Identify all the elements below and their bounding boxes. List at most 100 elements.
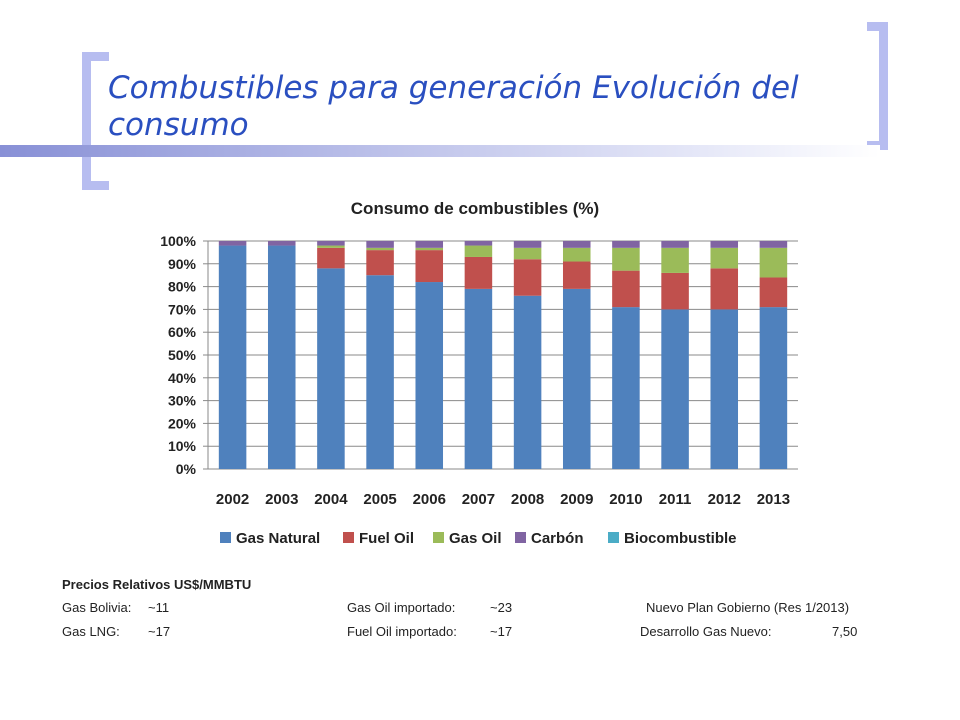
legend-swatch	[433, 532, 444, 543]
bar-segment	[612, 270, 640, 308]
x-tick-label: 2007	[462, 491, 495, 508]
bar-segment	[661, 247, 689, 273]
legend-label: Gas Natural	[236, 530, 320, 547]
plan-label: Nuevo Plan Gobierno (Res 1/2013)	[646, 600, 850, 615]
x-tick-label: 2005	[363, 491, 396, 508]
bar-segment	[513, 241, 542, 248]
bar-segment	[464, 288, 493, 469]
bar-segment	[513, 295, 542, 469]
bar-segment	[710, 247, 739, 269]
x-tick-label: 2003	[265, 491, 298, 508]
gas-bolivia-label: Gas Bolivia:	[62, 600, 132, 615]
x-tick-label: 2012	[708, 491, 741, 508]
bar-segment	[366, 241, 394, 248]
legend-label: Biocombustible	[624, 530, 737, 547]
y-tick-label: 10%	[168, 438, 197, 454]
bar-segment	[710, 268, 739, 310]
chart-bars	[218, 241, 788, 469]
bar-segment	[267, 241, 296, 246]
bar-segment	[415, 247, 444, 251]
y-tick-label: 40%	[168, 370, 197, 386]
y-tick-label: 100%	[160, 233, 196, 249]
slide-title: Combustibles para generación Evolución d…	[108, 70, 799, 143]
legend-label: Fuel Oil	[359, 530, 414, 547]
gas-lng-label: Gas LNG:	[62, 624, 120, 639]
title-underline-gradient	[0, 145, 880, 157]
x-tick-label: 2010	[609, 491, 642, 508]
bar-segment	[661, 309, 689, 469]
fuel-oil-value: ~17	[490, 624, 513, 639]
legend-swatch	[608, 532, 619, 543]
legend-swatch	[343, 532, 354, 543]
bar-segment	[562, 241, 591, 248]
y-tick-label: 20%	[168, 415, 197, 431]
bar-segment	[464, 256, 493, 289]
chart-grid	[208, 240, 798, 470]
bar-segment	[366, 247, 394, 251]
y-axis: 0% 10% 20% 30% 40% 50% 60% 70% 80% 90% 100%	[160, 233, 209, 477]
x-tick-label: 2002	[216, 491, 249, 508]
bar-segment	[267, 245, 296, 469]
desarrollo-label: Desarrollo Gas Nuevo:	[640, 624, 772, 639]
y-tick-label: 30%	[168, 393, 197, 409]
bar-segment	[218, 245, 247, 469]
left-bracket-decoration	[82, 52, 109, 190]
y-tick-label: 90%	[168, 256, 197, 272]
gas-oil-value: ~23	[490, 600, 513, 615]
x-tick-label: 2006	[413, 491, 446, 508]
bar-segment	[464, 245, 493, 257]
x-axis: 2002 2003 2004 2005 2006 2007 2008 2009 2010 2011…	[216, 491, 790, 508]
legend-swatch	[220, 532, 231, 543]
prices-heading: Precios Relativos US$/MMBTU	[62, 577, 252, 592]
bar-segment	[218, 241, 247, 246]
bar-segment	[415, 241, 444, 248]
chart-title: Consumo de combustibles (%)	[351, 199, 599, 218]
bar-segment	[612, 241, 640, 248]
bar-segment	[415, 250, 444, 283]
bar-segment	[562, 288, 591, 469]
bar-segment	[612, 307, 640, 469]
bar-segment	[710, 309, 739, 469]
bar-segment	[317, 245, 345, 248]
bar-segment	[562, 247, 591, 262]
bar-segment	[317, 241, 345, 246]
legend-label: Gas Oil	[449, 530, 502, 547]
bar-segment	[759, 277, 788, 308]
legend-swatch	[515, 532, 526, 543]
y-tick-label: 70%	[168, 301, 197, 317]
x-tick-label: 2008	[511, 491, 544, 508]
bar-segment	[661, 241, 689, 248]
legend-label: Carbón	[531, 530, 584, 547]
y-tick-label: 50%	[168, 347, 197, 363]
fuel-oil-label: Fuel Oil importado:	[347, 624, 457, 639]
desarrollo-value: 7,50	[832, 624, 858, 639]
stacked-bar-chart: Consumo de combustibles (%) 0% 10% 20% 30% 4…	[160, 199, 798, 547]
x-tick-label: 2009	[560, 491, 593, 508]
bar-segment	[710, 241, 739, 248]
y-tick-label: 80%	[168, 279, 197, 295]
bar-segment	[366, 275, 394, 469]
right-bracket-decoration	[867, 22, 888, 150]
bar-segment	[759, 307, 788, 469]
bar-segment	[562, 261, 591, 289]
gas-bolivia-value: ~11	[148, 600, 170, 615]
y-tick-label: 60%	[168, 324, 197, 340]
x-tick-label: 2013	[757, 491, 790, 508]
gas-lng-value: ~17	[148, 624, 171, 639]
bar-segment	[513, 259, 542, 296]
bar-segment	[759, 241, 788, 248]
bar-segment	[612, 247, 640, 271]
chart-legend: Gas Natural Fuel Oil Gas Oil Carbón Biocombu…	[220, 530, 737, 547]
bar-segment	[661, 272, 689, 310]
bar-segment	[415, 282, 444, 469]
gas-oil-label: Gas Oil importado:	[347, 600, 456, 615]
bar-segment	[317, 268, 345, 469]
bar-segment	[317, 247, 345, 269]
x-tick-label: 2011	[659, 491, 692, 508]
y-tick-label: 0%	[176, 461, 197, 477]
bar-segment	[366, 250, 394, 276]
bar-segment	[464, 241, 493, 246]
x-tick-label: 2004	[314, 491, 348, 508]
bar-segment	[759, 247, 788, 278]
bar-segment	[513, 247, 542, 260]
